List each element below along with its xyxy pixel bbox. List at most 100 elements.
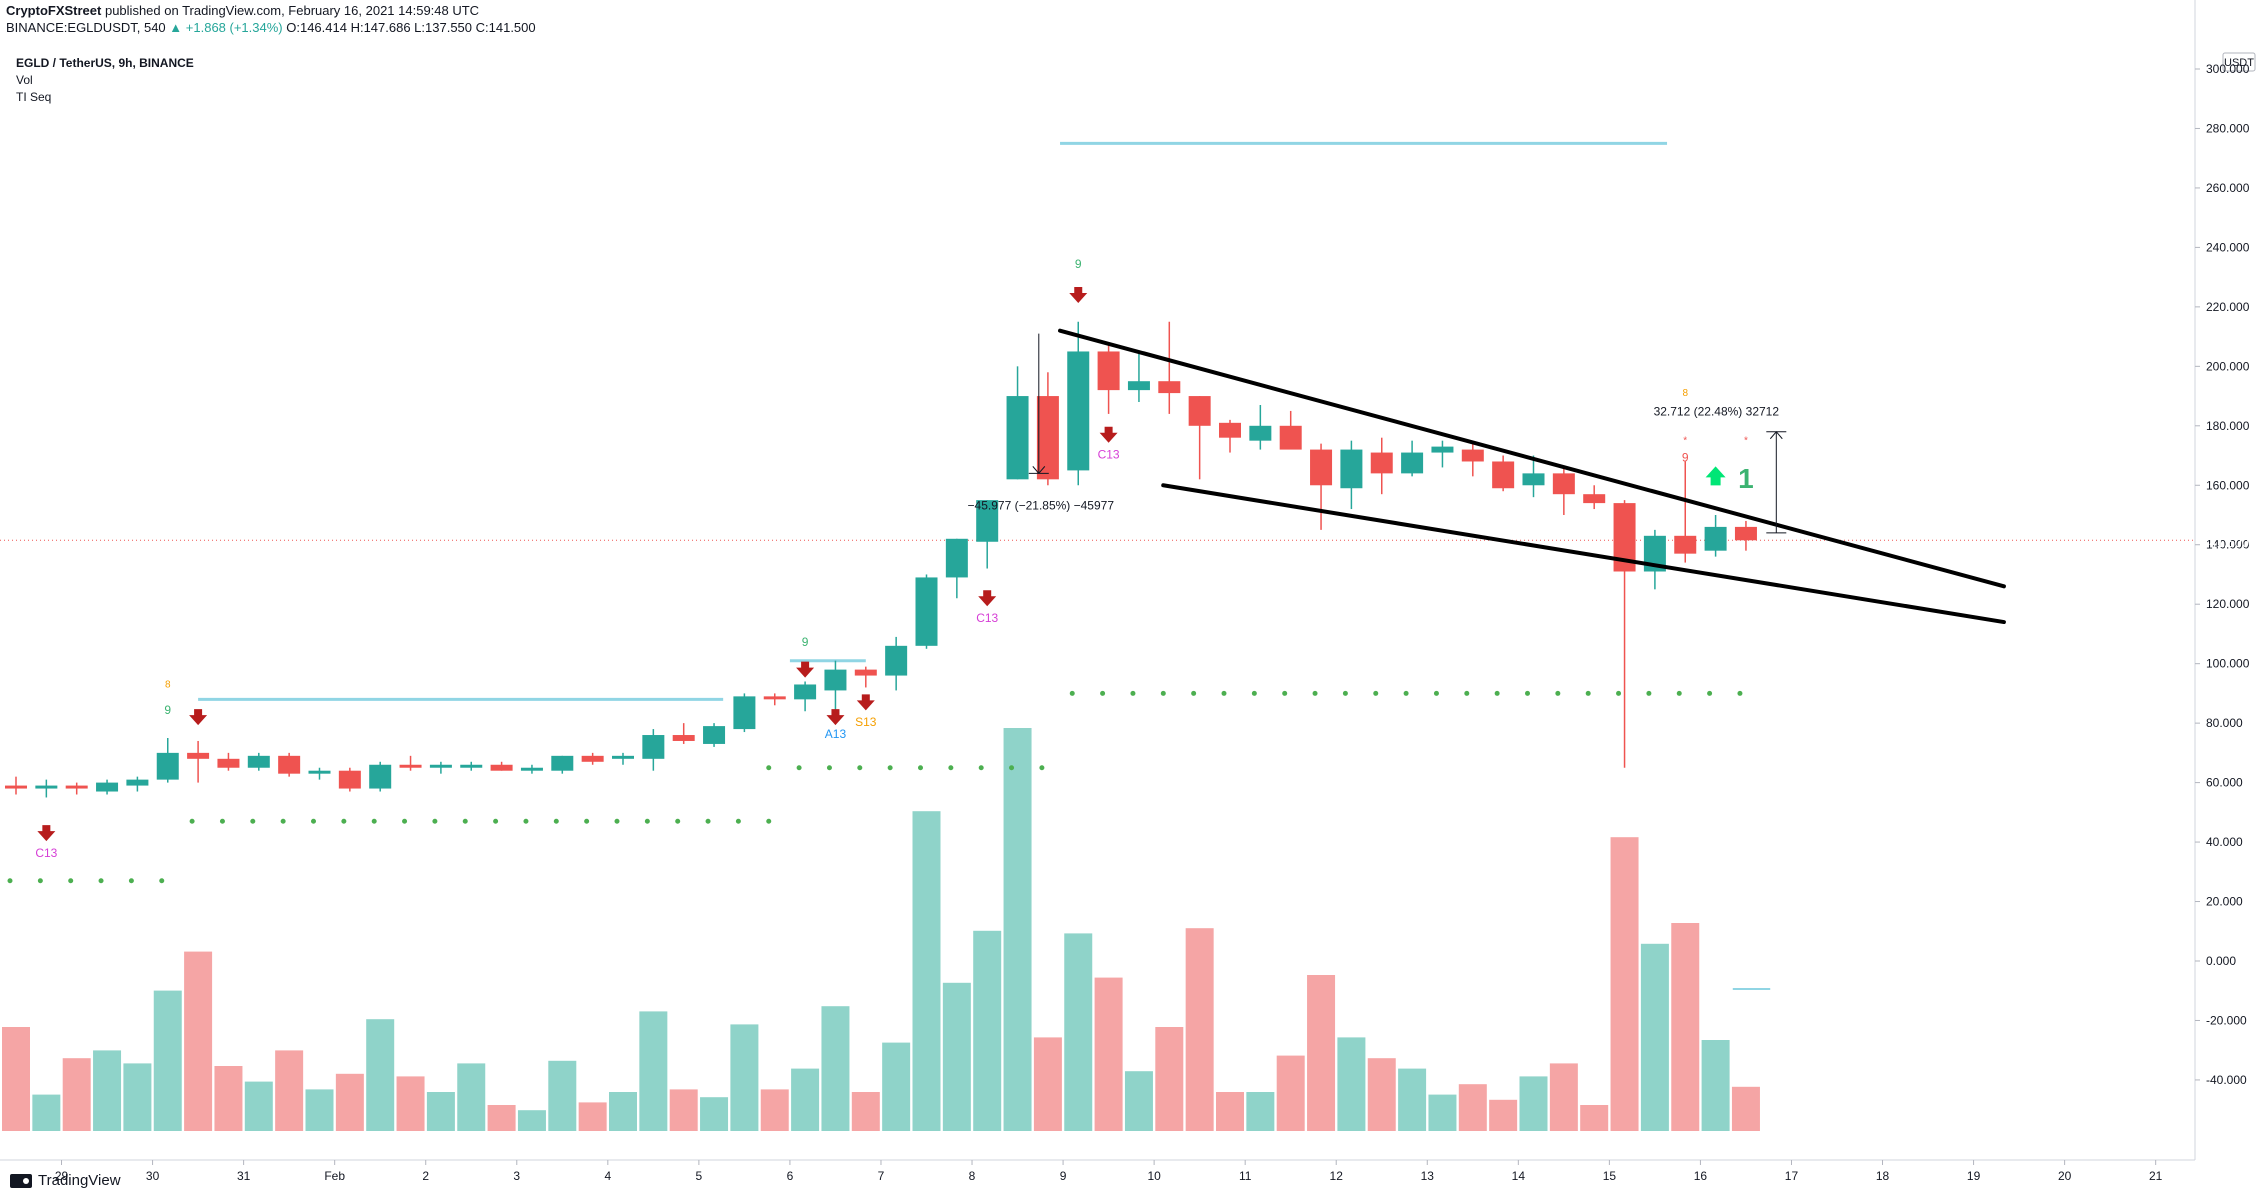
volume-bar [1580, 1105, 1609, 1131]
seq-dot [918, 765, 923, 771]
y-tick-label: 140.000 [2206, 538, 2250, 552]
seq-label: 1 [1738, 463, 1754, 494]
seq-dot [766, 818, 772, 824]
last-price-tag: 141.500 [2202, 535, 2249, 550]
candle-body [1552, 473, 1575, 495]
legend-vol[interactable]: Vol [16, 73, 33, 87]
candle-body [1279, 425, 1302, 450]
volume-bar [1185, 928, 1214, 1131]
volume-bar [548, 1060, 577, 1131]
volume-bar [821, 1006, 850, 1131]
candle-body [126, 779, 149, 786]
legend-tiseq[interactable]: TI Seq [16, 90, 52, 104]
y-tick-label: -40.000 [2206, 1073, 2247, 1087]
seq-dot [128, 878, 134, 884]
candle-body [247, 755, 270, 768]
candle-body [1461, 449, 1484, 462]
volume-bar [1610, 837, 1639, 1131]
seq-dot [1555, 690, 1561, 696]
seq-dot [493, 818, 499, 824]
volume-bar [32, 1094, 61, 1131]
ohlc-values: O:146.414 H:147.686 L:137.550 C:141.500 [286, 20, 536, 35]
volume-bar [1519, 1076, 1548, 1131]
candle-body [1036, 396, 1059, 480]
seq-dot [887, 765, 893, 771]
candle-body [642, 735, 665, 759]
seq-label: 9 [802, 635, 809, 649]
volume-bar [1216, 1092, 1244, 1131]
volume-bar [609, 1092, 637, 1131]
seq-dot [796, 765, 802, 771]
sell-arrow-icon [1099, 426, 1118, 443]
footer-brand[interactable]: TradingView [10, 1172, 121, 1189]
volume-bar [1307, 975, 1336, 1131]
volume-bar [1458, 1084, 1487, 1131]
x-tick-label: 11 [1239, 1169, 1252, 1183]
x-tick-label: 21 [2149, 1169, 2163, 1183]
seq-dot [341, 818, 347, 824]
volume-bar [1489, 1099, 1518, 1131]
trendline [1161, 483, 2006, 625]
candle-body [1310, 449, 1333, 486]
seq-dot [1312, 690, 1318, 696]
candle-body [1674, 535, 1697, 554]
candle-body [1249, 425, 1272, 441]
publish-info: CryptoFXStreet published on TradingView.… [6, 2, 479, 19]
candle-body [429, 764, 452, 768]
candle-body [65, 785, 88, 789]
candle-body [490, 764, 513, 771]
candle-body [1370, 452, 1393, 474]
seq-dot [1191, 690, 1197, 696]
volume-bar [639, 1011, 668, 1131]
seq-label: * [1683, 436, 1687, 447]
seq-dot [1433, 690, 1439, 696]
x-tick-label: 8 [969, 1169, 976, 1183]
volume-bar [396, 1076, 425, 1131]
candle-body [460, 764, 483, 768]
seq-dot [1707, 690, 1713, 696]
candle-body [1158, 381, 1181, 394]
volume-bar [700, 1097, 729, 1131]
seq-dot [1282, 690, 1288, 696]
legend-title[interactable]: EGLD / TetherUS, 9h, BINANCE [16, 56, 194, 70]
currency-box [2222, 52, 2256, 72]
seq-label: A13 [825, 727, 847, 741]
seq-dot [371, 818, 377, 824]
volume-bar [669, 1089, 698, 1131]
seq-dot [584, 818, 590, 824]
y-tick-label: 120.000 [2206, 597, 2250, 611]
ohlc-line: BINANCE:EGLDUSDT, 540 ▲ +1.868 (+1.34%) … [6, 19, 536, 36]
seq-dot [402, 818, 408, 824]
candle-body [399, 764, 422, 768]
candle-body [1704, 526, 1727, 551]
volume-bar [487, 1105, 516, 1131]
seq-dot [462, 818, 468, 824]
seq-dot [1130, 690, 1136, 696]
seq-dot [68, 878, 74, 884]
footer-brand-text: TradingView [38, 1172, 121, 1189]
seq-dot [219, 818, 225, 824]
candle-body [1613, 503, 1636, 572]
volume-bar [1367, 1058, 1396, 1131]
candle-body [733, 696, 756, 730]
candle-body [5, 785, 27, 789]
seq-label: 9 [1682, 450, 1689, 464]
publisher-name: CryptoFXStreet [6, 3, 102, 18]
seq-dot [1646, 690, 1652, 696]
candle-body [369, 764, 392, 789]
y-tick-label: 300.000 [2206, 62, 2250, 76]
seq-dot [1737, 690, 1743, 696]
seq-dot [948, 765, 954, 771]
seq-dot [280, 818, 286, 824]
candle-body [187, 752, 210, 759]
seq-dot [1342, 690, 1348, 696]
y-tick-label: 0.000 [2206, 954, 2236, 968]
countdown-tag: 03:00:13 [2202, 555, 2253, 570]
seq-dot [614, 818, 620, 824]
seq-dot [1616, 690, 1622, 696]
sell-arrow-icon [189, 709, 208, 726]
candle-body [278, 755, 301, 774]
x-tick-label: 13 [1421, 1169, 1435, 1183]
volume-bar [730, 1024, 759, 1131]
